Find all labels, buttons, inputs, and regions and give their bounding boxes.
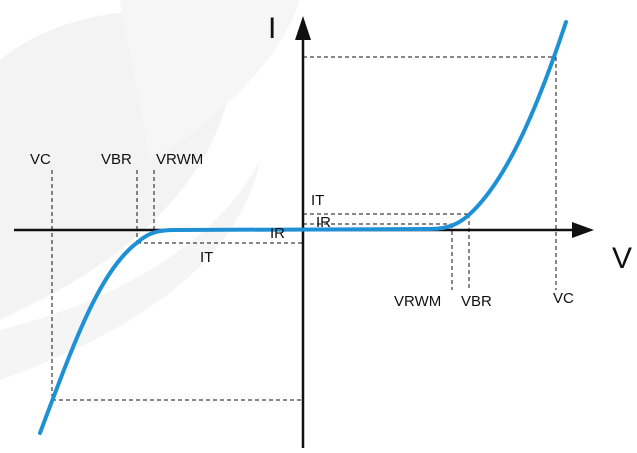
x-axis-label: V xyxy=(612,242,632,275)
ir-left-label: IR xyxy=(270,225,285,242)
it-right-label: IT xyxy=(311,192,324,209)
vrwm-left-label: VRWM xyxy=(156,151,203,168)
vc-right-label: VC xyxy=(553,290,574,307)
it-left-label: IT xyxy=(200,249,213,266)
iv-curve xyxy=(38,20,568,435)
ir-right-label: IR xyxy=(316,214,331,231)
watermark xyxy=(0,0,300,380)
vrwm-right-label: VRWM xyxy=(394,293,441,310)
y-axis-arrow-icon xyxy=(295,16,311,40)
guide-lines xyxy=(51,56,557,401)
vc-left-label: VC xyxy=(30,151,51,168)
vbr-left-label: VBR xyxy=(101,151,132,168)
vbr-right-label: VBR xyxy=(461,293,492,310)
y-axis-label: I xyxy=(268,12,276,45)
x-axis-arrow-icon xyxy=(572,222,594,238)
